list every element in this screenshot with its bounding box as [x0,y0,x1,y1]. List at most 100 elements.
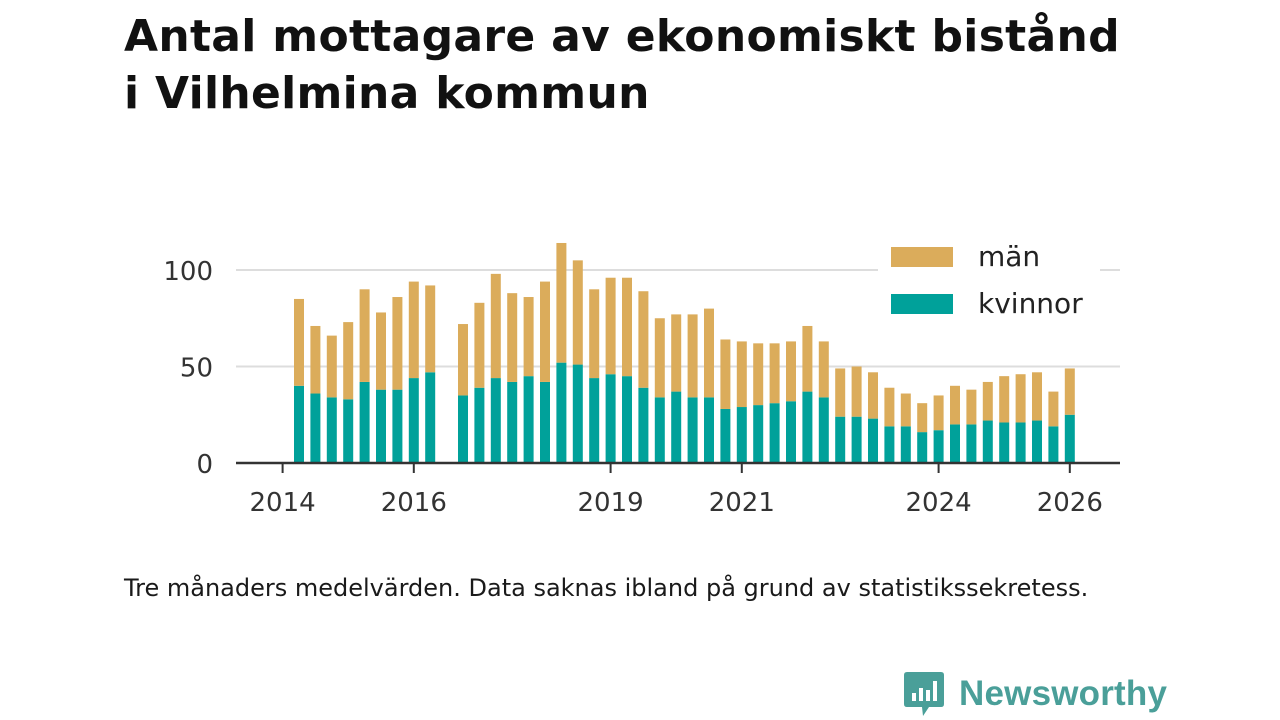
bar-man-31 [818,341,829,398]
bar-kvinnor-14 [540,381,550,463]
newsworthy-logo-icon [904,672,944,716]
bar-kvinnor-30 [802,391,813,463]
bar-man-20 [638,291,649,388]
stacked-bar-chart: 0 50 100 2014 2016 2019 2021 2024 2026 män kvinnor [163,238,1120,518]
x-tick-label-2016: 2016 [381,488,447,518]
chart-title: Antal mottagare av ekonomiskt bistånd i … [124,8,1224,122]
title-line-2: i Vilhelmina kommun [124,68,650,119]
bar-man-38 [933,395,944,431]
chart-caption: Tre månaders medelvärden. Data saknas ib… [124,574,1089,602]
bar-man-27 [753,343,764,406]
bar-man-1 [310,325,321,394]
bar-kvinnor-24 [704,397,714,463]
bar-kvinnor-3 [343,399,354,463]
x-tick-label-2026: 2026 [1037,488,1103,518]
bar-man-46 [1064,368,1075,415]
bar-kvinnor-32 [835,416,846,463]
bar-kvinnor-45 [1048,426,1059,463]
bar-man-41 [982,381,993,421]
bar-man-44 [1032,372,1042,421]
bar-kvinnor-18 [605,374,616,463]
legend-label-kvinnor: kvinnor [978,287,1083,320]
bar-man-19 [622,277,632,377]
bar-man-24 [704,308,714,398]
bar-kvinnor-10 [474,387,485,463]
bar-kvinnor-37 [917,432,928,463]
bar-kvinnor-19 [622,376,632,463]
brand-logo[interactable]: Newsworthy [903,670,1167,718]
bar-kvinnor-39 [950,424,960,463]
bar-man-30 [802,325,813,392]
bar-kvinnor-42 [999,422,1010,463]
legend-label-man: män [978,240,1040,273]
bar-kvinnor-21 [654,397,665,463]
bar-kvinnor-2 [326,397,337,463]
bar-man-25 [720,339,731,409]
bar-kvinnor-29 [786,401,796,463]
bar-man-37 [917,403,928,433]
bar-man-21 [654,318,665,398]
bar-man-29 [786,341,796,402]
bar-man-42 [999,376,1010,423]
bar-kvinnor-41 [982,420,993,463]
bar-man-34 [868,372,878,419]
bar-kvinnor-11 [490,378,501,463]
bar-kvinnor-36 [900,426,911,463]
bar-man-45 [1048,391,1059,427]
legend-swatch-man [891,247,953,267]
bar-man-2 [326,335,337,398]
bar-kvinnor-13 [523,376,534,463]
bar-man-28 [769,343,780,404]
bar-man-9 [458,324,468,396]
bar-kvinnor-26 [736,407,747,463]
bar-man-11 [490,273,501,379]
bar-kvinnor-35 [884,426,895,463]
bar-man-36 [900,393,911,427]
bar-man-33 [851,366,862,417]
bar-man-5 [376,312,386,390]
y-tick-label-100: 100 [163,257,213,287]
y-tick-label-0: 0 [196,450,213,480]
bar-kvinnor-28 [769,403,780,463]
bar-kvinnor-34 [868,418,878,463]
x-tick-label-2024: 2024 [906,488,972,518]
bar-kvinnor-8 [425,372,436,463]
bar-man-15 [556,242,567,363]
bar-man-17 [589,289,600,379]
bar-man-0 [294,298,304,386]
bar-kvinnor-22 [671,391,682,463]
y-tick-label-50: 50 [180,354,213,384]
bar-man-22 [671,314,682,392]
bar-man-39 [950,385,960,425]
bar-man-12 [507,293,518,382]
bar-kvinnor-7 [408,378,419,463]
bar-kvinnor-40 [966,424,977,463]
bar-kvinnor-38 [933,430,944,463]
x-tick-label-2021: 2021 [709,488,775,518]
bar-kvinnor-12 [507,381,518,463]
bar-man-43 [1015,374,1026,423]
legend-swatch-kvinnor [891,294,953,314]
bar-kvinnor-23 [687,397,698,463]
bar-man-18 [605,277,616,375]
bar-man-3 [343,322,354,400]
title-line-1: Antal mottagare av ekonomiskt bistånd [124,11,1120,62]
bar-kvinnor-43 [1015,422,1026,463]
bar-kvinnor-1 [310,393,321,463]
bar-man-23 [687,314,698,398]
bar-man-7 [408,281,419,379]
bar-kvinnor-9 [458,395,468,463]
bar-kvinnor-33 [851,416,862,463]
x-tick-label-2014: 2014 [250,488,316,518]
bar-kvinnor-17 [589,378,600,463]
bar-man-13 [523,297,534,377]
bar-kvinnor-46 [1064,414,1075,463]
bar-kvinnor-6 [392,389,403,463]
bar-man-4 [359,289,370,382]
bar-man-10 [474,302,485,388]
bar-kvinnor-16 [572,364,583,463]
bar-kvinnor-4 [359,381,370,463]
bar-kvinnor-15 [556,362,567,463]
bar-man-16 [572,260,583,365]
brand-name: Newsworthy [959,674,1168,713]
